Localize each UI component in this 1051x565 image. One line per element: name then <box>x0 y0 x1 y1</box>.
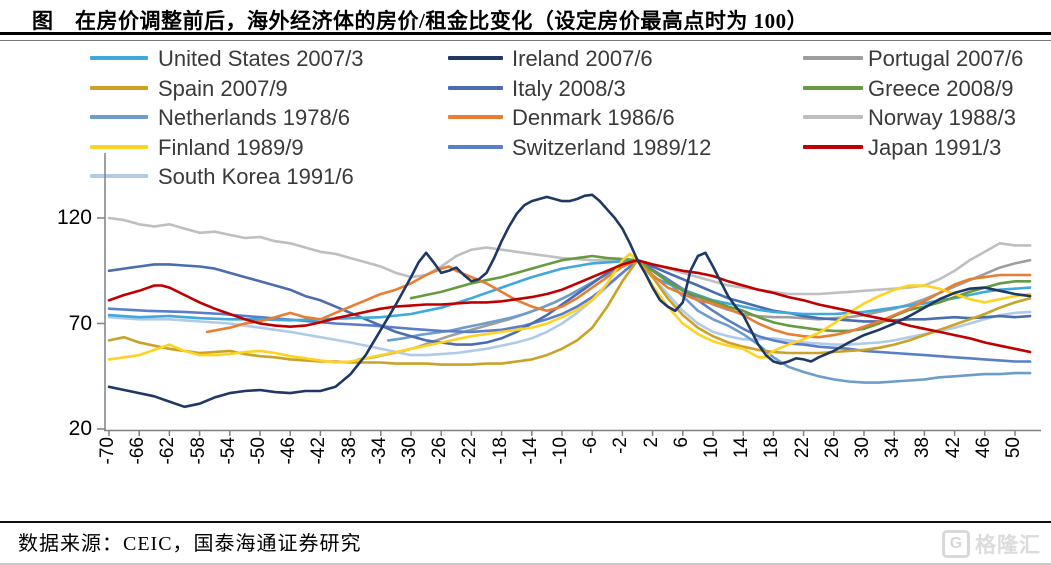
series-line-spain-2007-9 <box>107 258 1032 366</box>
legend-swatch <box>90 174 148 178</box>
gelonghui-watermark: G 格隆汇 <box>942 529 1041 559</box>
legend-swatch <box>90 85 148 90</box>
legend-label: Finland 1989/9 <box>158 134 304 160</box>
legend-row: South Korea 1991/6 <box>0 162 1051 192</box>
data-source: 数据来源：CEIC，国泰海通证券研究 <box>18 533 362 555</box>
chart-title: 图 在房价调整前后，海外经济体的房价/租金比变化（设定房价最高点时为 100） <box>32 9 809 33</box>
legend-label: Italy 2008/3 <box>512 75 626 101</box>
legend-label: Netherlands 1978/6 <box>158 105 351 130</box>
legend-label: Greece 2008/9 <box>868 75 1014 101</box>
legend-label: Portugal 2007/6 <box>868 46 1024 71</box>
chart-legend: United States 2007/3 Ireland 2007/6 Portug… <box>0 44 1051 192</box>
legend-row: Netherlands 1978/6 Denmark 1986/6 Norway 1… <box>0 103 1051 133</box>
footer-rule <box>0 521 1051 523</box>
legend-label: Spain 2007/9 <box>158 75 288 101</box>
legend-swatch <box>803 115 863 119</box>
series-line-norway-1988-3 <box>107 216 1032 296</box>
legend-label: United States 2007/3 <box>158 46 364 71</box>
legend-label: Denmark 1986/6 <box>512 105 675 130</box>
bottom-border <box>0 563 1051 565</box>
legend-swatch <box>90 115 148 119</box>
gelonghui-logo-text: 格隆汇 <box>975 534 1041 557</box>
legend-swatch <box>448 115 503 119</box>
y-tick-label: 70 <box>68 311 92 335</box>
legend-swatch <box>803 56 863 60</box>
title-rule-thick <box>0 32 1051 35</box>
title-rule-thin <box>0 40 1051 41</box>
legend-swatch <box>448 144 503 149</box>
series-line-finland-1989-9 <box>107 252 1032 364</box>
series-line-japan-1991-3 <box>107 258 1032 354</box>
series-line-ireland-2007-6 <box>107 193 1032 409</box>
y-tick-label: 120 <box>56 206 92 229</box>
y-tick-label: 20 <box>68 417 92 440</box>
legend-label: Norway 1988/3 <box>868 105 1016 130</box>
series-line-switzerland-1989-12 <box>107 258 1032 363</box>
legend-row: United States 2007/3 Ireland 2007/6 Portug… <box>0 44 1051 74</box>
legend-row: Finland 1989/9 Switzerland 1989/12 Japan 1… <box>0 133 1051 163</box>
legend-swatch <box>90 144 148 149</box>
legend-swatch <box>448 56 503 60</box>
legend-swatch <box>803 144 863 149</box>
legend-swatch <box>448 85 503 90</box>
legend-label: Japan 1991/3 <box>868 134 1002 160</box>
legend-swatch <box>90 56 148 60</box>
gelonghui-logo-icon: G <box>942 530 970 558</box>
legend-label: Switzerland 1989/12 <box>512 134 712 160</box>
legend-label: South Korea 1991/6 <box>158 164 354 189</box>
legend-row: Spain 2007/9 Italy 2008/3 Greece 2008/9 <box>0 74 1051 104</box>
series-line-netherlands-1978-6 <box>386 258 1032 384</box>
legend-swatch <box>803 85 863 90</box>
legend-label: Ireland 2007/6 <box>512 46 653 71</box>
